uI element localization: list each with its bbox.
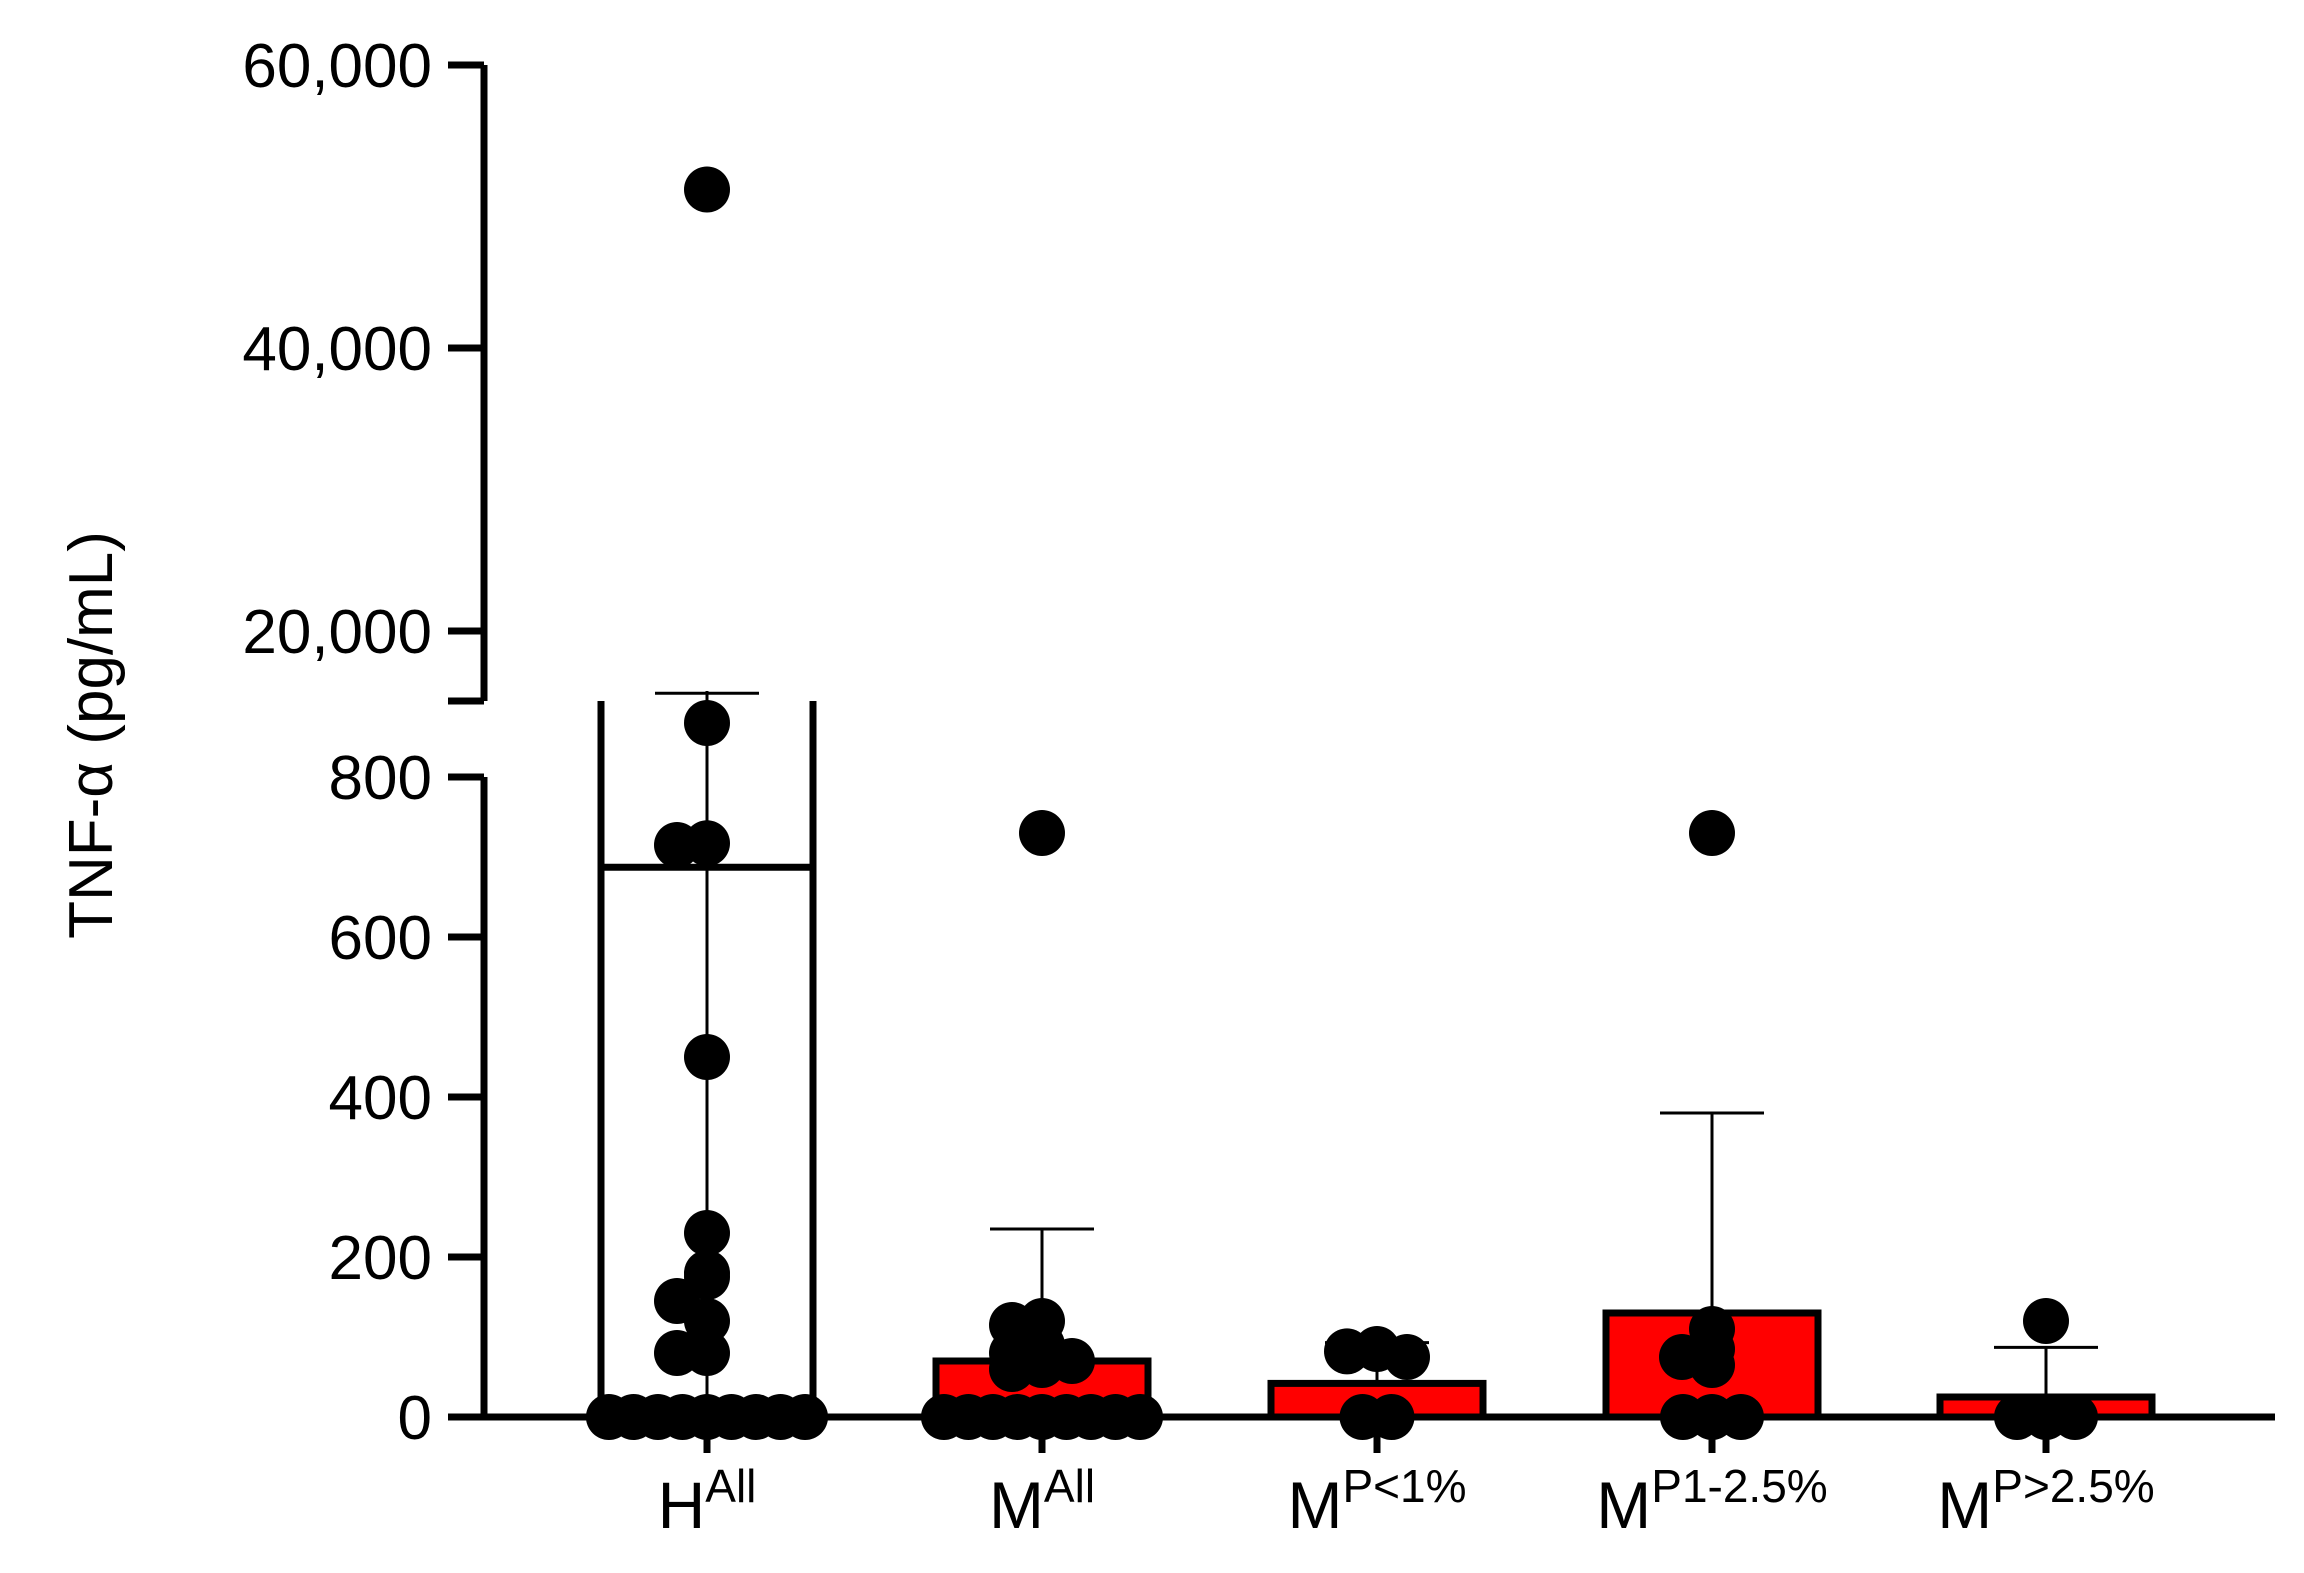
y-tick-label: 60,000 bbox=[242, 32, 432, 101]
data-point bbox=[1718, 1394, 1764, 1440]
data-point bbox=[782, 1394, 829, 1440]
y-tick-label: 200 bbox=[329, 1224, 432, 1293]
axis-labels: HAll MAll MP<1% MP1-2.5% MP>2.5% bbox=[658, 1460, 2155, 1542]
data-point bbox=[1689, 1342, 1735, 1388]
data-point bbox=[684, 166, 730, 213]
x-tick-label: MP<1% bbox=[1287, 1460, 1466, 1542]
data-point bbox=[1368, 1394, 1415, 1440]
data-point bbox=[2052, 1394, 2098, 1440]
data-point bbox=[1324, 1328, 1370, 1375]
x-tick-label-superscript: All bbox=[1044, 1460, 1095, 1512]
y-tick-label: 400 bbox=[329, 1064, 432, 1133]
y-tick-label: 20,000 bbox=[242, 598, 432, 667]
data-point bbox=[684, 1034, 730, 1080]
x-tick-label-base: M bbox=[989, 1468, 1044, 1542]
data-point bbox=[684, 699, 730, 746]
data-point bbox=[1117, 1394, 1164, 1440]
x-tick-label-base: M bbox=[1596, 1468, 1651, 1542]
y-tick-label: 40,000 bbox=[242, 315, 432, 384]
data-point bbox=[1689, 810, 1735, 856]
data-point bbox=[1384, 1334, 1430, 1380]
error-bars bbox=[655, 691, 2098, 1417]
y-tick-label: 800 bbox=[329, 744, 432, 813]
data-point bbox=[654, 822, 700, 868]
data-points bbox=[585, 166, 2098, 1440]
y-tick-label: 600 bbox=[329, 904, 432, 973]
x-tick-label-superscript: P1-2.5% bbox=[1651, 1460, 1827, 1512]
data-point bbox=[989, 1346, 1035, 1392]
y-axis-label: TNF-α (pg/mL) bbox=[57, 531, 126, 939]
data-point bbox=[684, 1210, 730, 1256]
x-tick-label-base: H bbox=[658, 1468, 706, 1542]
bars bbox=[597, 701, 2156, 1421]
data-point bbox=[1019, 810, 1065, 856]
x-tick-label-base: M bbox=[1287, 1468, 1342, 1542]
data-point bbox=[2023, 1298, 2069, 1344]
y-tick-label: 0 bbox=[398, 1384, 432, 1453]
axes: 0 200 400 600 800 20,000 40,000 60,000 bbox=[242, 32, 2275, 1453]
x-tick-label: HAll bbox=[658, 1460, 757, 1542]
x-tick-label-superscript: All bbox=[705, 1460, 756, 1512]
x-tick-label-base: M bbox=[1937, 1468, 1992, 1542]
x-tick-label: MP>2.5% bbox=[1937, 1460, 2154, 1542]
x-tick-label-superscript: P<1% bbox=[1342, 1460, 1466, 1512]
x-tick-label: MP1-2.5% bbox=[1596, 1460, 1827, 1542]
data-point bbox=[684, 1298, 730, 1344]
x-tick-label-superscript: P>2.5% bbox=[1992, 1460, 2154, 1512]
data-point bbox=[654, 1330, 700, 1376]
x-tick-label: MAll bbox=[989, 1460, 1095, 1542]
